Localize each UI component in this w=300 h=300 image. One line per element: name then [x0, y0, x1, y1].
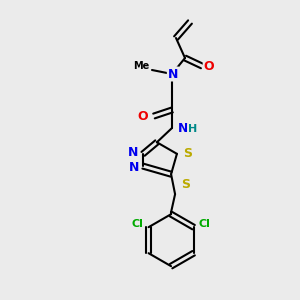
Text: Cl: Cl: [132, 219, 144, 229]
Text: N: N: [178, 122, 188, 134]
Text: Me: Me: [133, 61, 149, 71]
Text: N: N: [129, 161, 139, 174]
Text: S: S: [183, 147, 192, 160]
Text: S: S: [181, 178, 190, 191]
Text: H: H: [188, 124, 197, 134]
Text: N: N: [168, 68, 178, 80]
Text: O: O: [204, 59, 214, 73]
Text: N: N: [128, 146, 138, 159]
Text: Cl: Cl: [199, 219, 211, 229]
Text: O: O: [137, 110, 148, 122]
